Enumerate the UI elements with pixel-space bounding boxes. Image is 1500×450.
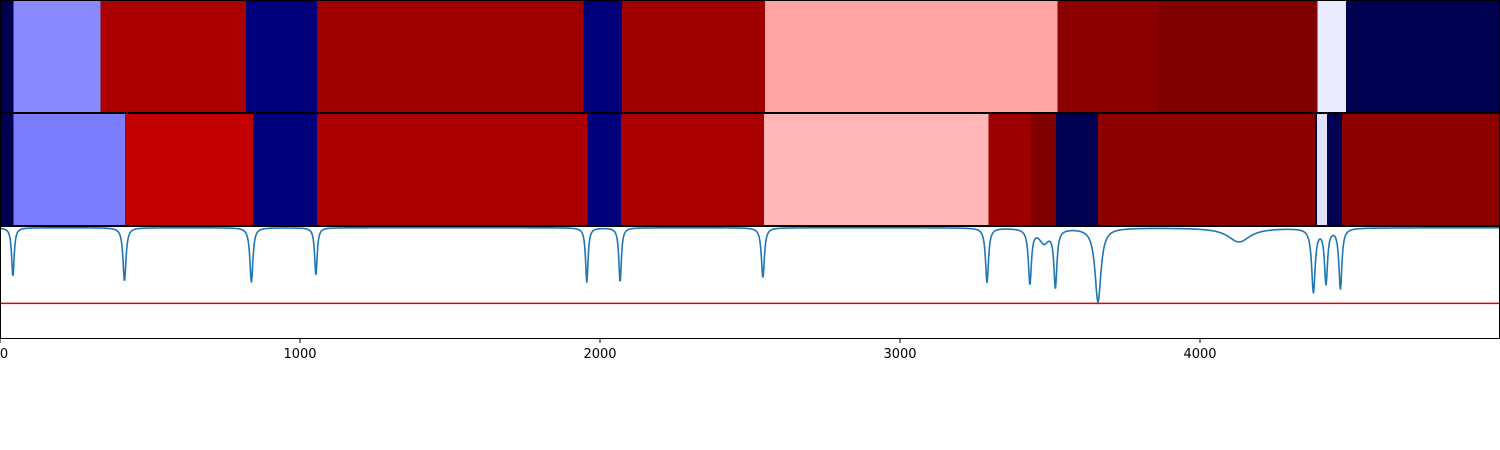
- mid-band-segment-8: [988, 113, 1032, 226]
- top-band-segment-1: [13, 0, 101, 113]
- mid-band-segment-0: [0, 113, 14, 226]
- line-plot-panel: [0, 226, 1500, 339]
- mid-band-segment-15: [1341, 113, 1500, 226]
- top-band-segment-10: [1317, 0, 1347, 113]
- mid-band-segment-5: [587, 113, 621, 226]
- mid-band-segment-1: [13, 113, 126, 226]
- mid-band-segment-10: [1056, 113, 1098, 226]
- line-panel-background: [0, 226, 1500, 339]
- top-band-segment-5: [583, 0, 622, 113]
- mid-band-segment-6: [621, 113, 765, 226]
- x-tick-label-0: 0: [0, 347, 8, 362]
- x-tick-label-1000: 1000: [283, 347, 316, 362]
- mid-band-segment-4: [317, 113, 588, 226]
- heatmap-band-middle: [0, 113, 1500, 226]
- x-tick-label-2000: 2000: [583, 347, 616, 362]
- heatmap-band-top: [0, 0, 1500, 113]
- top-band-segment-2: [100, 0, 246, 113]
- x-tick-label-4000: 4000: [1183, 347, 1216, 362]
- top-band-segment-7: [765, 0, 1058, 113]
- top-band-segment-3: [246, 0, 318, 113]
- mid-band-segment-2: [125, 113, 253, 226]
- mid-band-segment-14: [1326, 113, 1342, 226]
- x-axis: 0 1000 2000 3000 4000: [0, 339, 1217, 362]
- data-series-line: [0, 226, 1500, 305]
- top-band-segment-11: [1346, 0, 1500, 113]
- top-band-segment-9: [1157, 0, 1318, 113]
- mid-band-segment-12: [1314, 113, 1317, 226]
- mid-band-segment-11: [1098, 113, 1315, 226]
- top-band-segment-0: [0, 0, 14, 113]
- top-band-segment-6: [621, 0, 765, 113]
- mid-band-segment-13: [1317, 113, 1327, 226]
- top-band-segment-8: [1057, 0, 1158, 113]
- mid-band-segment-9: [1031, 113, 1056, 226]
- mid-band-segment-3: [252, 113, 318, 226]
- top-band-segment-4: [317, 0, 584, 113]
- x-tick-label-3000: 3000: [883, 347, 916, 362]
- mid-band-segment-7: [764, 113, 989, 226]
